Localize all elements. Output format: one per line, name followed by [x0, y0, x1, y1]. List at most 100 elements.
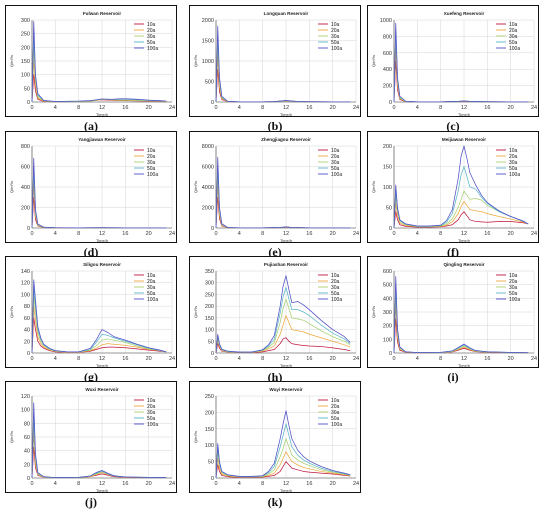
legend-label: 10a: [509, 273, 518, 279]
y-tick-label: 200: [21, 45, 30, 51]
x-tick-label: 20: [146, 231, 152, 237]
x-tick-label: 8: [261, 105, 264, 111]
y-tick-label: 4000: [202, 185, 214, 191]
series-line-10a: [393, 60, 529, 103]
x-tick-label: 24: [353, 105, 359, 111]
x-tick-label: 16: [484, 231, 490, 237]
x-tick-label: 8: [77, 105, 80, 111]
panel-caption: (e): [268, 245, 282, 259]
y-tick-label: 200: [383, 144, 392, 150]
chart-panel: Xuefeng Reservoir 0 200 400 600 800 1000 0 4 8 12 1…: [367, 5, 539, 117]
x-axis-label: Time/h: [96, 363, 108, 368]
series-line-20a: [215, 184, 351, 229]
x-tick-label: 20: [146, 105, 152, 111]
x-axis-label: Time/h: [280, 488, 292, 493]
y-tick-label: 100: [21, 408, 30, 414]
chart-title: Siligou Reservoir: [83, 262, 121, 267]
y-tick-label: 0: [211, 351, 214, 357]
x-tick-label: 24: [353, 481, 359, 487]
legend-label: 30a: [147, 410, 156, 416]
x-tick-label: 16: [122, 105, 128, 111]
chart-title: Xuefeng Reservoir: [444, 11, 485, 16]
chart-panel: Meijiawan Reservoir 0 50 100 150 200 0 4 8 12 16 20…: [367, 131, 539, 243]
x-tick-label: 16: [484, 356, 490, 362]
chart-svg: Yangjiawan Reservoir 0 200 400 600 800 0 4 8 12 16…: [9, 137, 175, 243]
x-tick-label: 4: [238, 481, 241, 487]
x-tick-label: 24: [531, 105, 537, 111]
legend-label: 10a: [147, 22, 156, 28]
legend-label: 10a: [331, 398, 340, 404]
y-tick-label: 100: [21, 292, 30, 298]
x-tick-label: 20: [330, 231, 336, 237]
x-axis-label: Time/h: [458, 238, 470, 243]
y-tick-label: 400: [21, 185, 30, 191]
x-tick-label: 20: [330, 105, 336, 111]
y-tick-label: 2000: [202, 18, 214, 24]
legend-label: 30a: [331, 160, 340, 166]
legend-label: 100a: [509, 172, 520, 178]
series-line-50a: [31, 285, 167, 354]
legend-label: 50a: [509, 40, 518, 46]
series-line-30a: [31, 174, 167, 229]
x-tick-label: 20: [146, 481, 152, 487]
chart-svg: Fulwan Reservoir 0 50 100 150 200 250 300 0 4 8 12 1…: [9, 11, 175, 117]
y-tick-label: 200: [205, 410, 214, 416]
series-line-10a: [393, 211, 529, 229]
x-tick-label: 12: [283, 105, 289, 111]
legend-label: 10a: [331, 22, 340, 28]
x-tick-label: 8: [77, 356, 80, 362]
y-axis-label: Q/m³/s: [9, 306, 14, 318]
x-tick-label: 20: [508, 105, 514, 111]
x-tick-label: 16: [122, 356, 128, 362]
y-tick-label: 120: [21, 281, 30, 287]
y-tick-label: 1000: [380, 18, 392, 24]
panel-caption: (f): [447, 245, 459, 259]
chart-title: Zhengjiagou Reservoir: [261, 137, 311, 142]
legend-label: 20a: [509, 154, 518, 160]
chart-panel: Yangjiawan Reservoir 0 200 400 600 800 0 4 8 12 16…: [5, 131, 177, 243]
panel-caption: (i): [447, 370, 459, 384]
y-tick-label: 300: [21, 18, 30, 24]
chart-title: Longquan Reservoir: [264, 11, 309, 16]
x-tick-label: 4: [416, 356, 419, 362]
x-tick-label: 8: [77, 231, 80, 237]
y-tick-label: 100: [383, 185, 392, 191]
series-line-10a: [215, 461, 351, 479]
x-tick-label: 4: [54, 481, 57, 487]
y-tick-label: 150: [205, 316, 214, 322]
x-tick-label: 12: [283, 231, 289, 237]
y-tick-label: 300: [205, 281, 214, 287]
chart-panel: Siligou Reservoir 0 20 40 60 80 100 120 140 0 4 8 12…: [5, 256, 177, 368]
chart-svg: Siligou Reservoir 0 20 40 60 80 100 120 140 0 4 8 12…: [9, 262, 175, 368]
y-tick-label: 0: [27, 226, 30, 232]
x-tick-label: 4: [238, 356, 241, 362]
x-tick-label: 12: [461, 105, 467, 111]
series-line-20a: [215, 451, 351, 479]
legend-label: 30a: [509, 285, 518, 291]
y-tick-label: 100: [205, 328, 214, 334]
y-axis-label: Q/m³/s: [9, 431, 14, 443]
x-tick-label: 4: [54, 105, 57, 111]
x-tick-label: 16: [306, 231, 312, 237]
x-tick-label: 0: [392, 105, 395, 111]
chart-panel: Zhengjiagou Reservoir 0 2000 4000 6000 8000 0 4…: [189, 131, 361, 243]
chart-title: Pujiashan Reservoir: [264, 262, 308, 267]
x-axis-label: Time/h: [280, 363, 292, 368]
x-axis-label: Time/h: [280, 112, 292, 117]
series-line-100a: [31, 20, 167, 103]
x-tick-label: 0: [214, 231, 217, 237]
x-tick-label: 0: [392, 231, 395, 237]
y-tick-label: 2000: [202, 206, 214, 212]
series-line-20a: [393, 48, 529, 103]
legend-label: 10a: [509, 22, 518, 28]
legend-label: 20a: [147, 28, 156, 34]
chart-svg: Zhengjiagou Reservoir 0 2000 4000 6000 8000 0 4…: [193, 137, 359, 243]
series-line-100a: [215, 156, 351, 229]
legend-label: 20a: [509, 279, 518, 285]
y-tick-label: 500: [205, 80, 214, 86]
y-tick-label: 40: [24, 328, 30, 334]
x-tick-label: 12: [99, 481, 105, 487]
panel-caption: (c): [446, 119, 460, 133]
legend-label: 50a: [509, 291, 518, 297]
series-line-10a: [215, 337, 351, 354]
